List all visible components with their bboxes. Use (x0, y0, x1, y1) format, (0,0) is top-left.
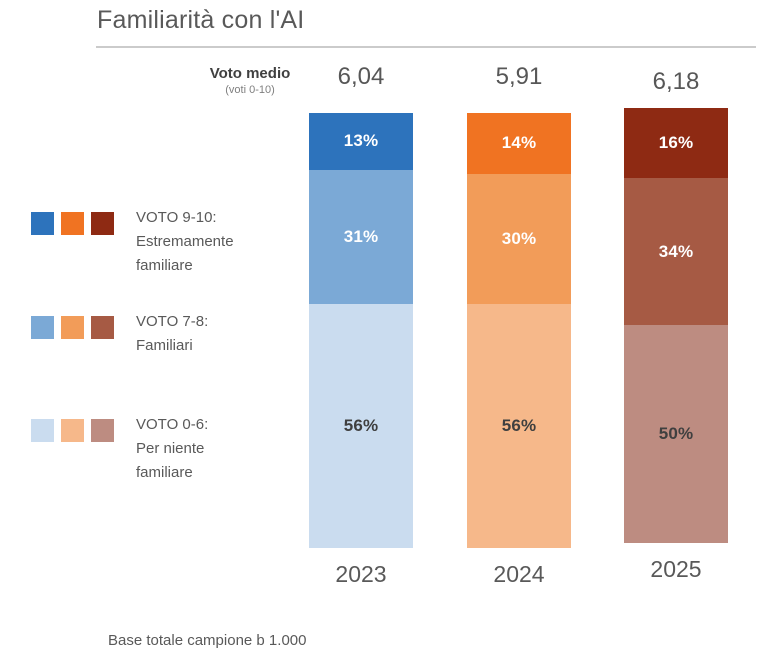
legend-swatch-icon (91, 419, 114, 442)
bar-segment: 34% (624, 177, 728, 326)
legend-label: VOTO 7-8: Familiari (136, 310, 208, 358)
legend-label-line: Familiari (136, 337, 193, 354)
legend-label: VOTO 9-10: Estremamente familiare (136, 206, 234, 278)
segment-value-label: 14% (501, 133, 537, 153)
bar-segment: 13% (309, 113, 413, 170)
chart-column-2023: 6,04 13% 31% 56% 2023 (309, 63, 413, 588)
legend-label-line: familiare (136, 257, 193, 274)
legend-label-line: VOTO 7-8: (136, 313, 209, 330)
category-label: 2024 (493, 561, 545, 587)
legend-swatch-icon (31, 419, 54, 442)
legend-label-line: VOTO 0-6: (136, 416, 209, 433)
bar-segment: 56% (467, 304, 571, 548)
segment-value-label: 50% (658, 424, 694, 444)
legend-row-1: VOTO 9-10: Estremamente familiare (31, 206, 234, 278)
bar-segment: 50% (624, 325, 728, 543)
legend-label-line: VOTO 9-10: (136, 209, 217, 226)
legend-swatch-icon (61, 316, 84, 339)
legend-swatches (31, 419, 114, 442)
bar-segment: 31% (309, 169, 413, 305)
mean-value: 6,18 (652, 68, 700, 95)
legend-swatch-icon (31, 316, 54, 339)
mean-header-label: Voto medio (209, 65, 291, 82)
mean-header-sublabel: (voti 0-10) (225, 84, 275, 96)
mean-value: 6,04 (337, 63, 385, 90)
stacked-bar-2025: 16% 34% 50% (624, 108, 728, 543)
segment-value-label: 56% (501, 416, 537, 436)
legend-swatches (31, 316, 114, 339)
segment-value-label: 30% (501, 229, 537, 249)
title-divider (96, 46, 756, 48)
legend-swatch-icon (91, 212, 114, 235)
legend-label: VOTO 0-6: Per niente familiare (136, 413, 208, 485)
legend-swatch-icon (61, 212, 84, 235)
legend-swatch-icon (61, 419, 84, 442)
segment-value-label: 31% (343, 226, 379, 246)
bar-segment: 14% (467, 113, 571, 174)
segment-value-label: 16% (658, 132, 694, 152)
segment-value-label: 34% (658, 241, 694, 261)
segment-value-label: 56% (343, 416, 379, 436)
bar-segment: 30% (467, 173, 571, 305)
legend-row-3: VOTO 0-6: Per niente familiare (31, 413, 208, 485)
bar-segment: 56% (309, 304, 413, 548)
mean-value: 5,91 (495, 63, 543, 90)
legend-label-line: familiare (136, 464, 193, 481)
legend-swatch-icon (91, 316, 114, 339)
legend-label-line: Estremamente (136, 233, 234, 250)
base-note: Base totale campione b 1.000 (108, 632, 307, 649)
legend-swatch-icon (31, 212, 54, 235)
chart-column-2025: 6,18 16% 34% 50% 2025 (624, 63, 728, 583)
legend-row-2: VOTO 7-8: Familiari (31, 310, 208, 358)
page-title: Familiarità con l'AI (97, 6, 305, 34)
category-label: 2023 (335, 561, 387, 587)
mean-header: Voto medio (voti 0-10) (184, 65, 316, 96)
bar-segment: 16% (624, 108, 728, 178)
category-label: 2025 (650, 556, 702, 582)
chart-column-2024: 5,91 14% 30% 56% 2024 (467, 63, 571, 588)
legend-label-line: Per niente (136, 440, 205, 457)
legend-swatches (31, 212, 114, 235)
stacked-bar-2023: 13% 31% 56% (309, 113, 413, 548)
segment-value-label: 13% (343, 131, 379, 151)
stacked-bar-2024: 14% 30% 56% (467, 113, 571, 548)
